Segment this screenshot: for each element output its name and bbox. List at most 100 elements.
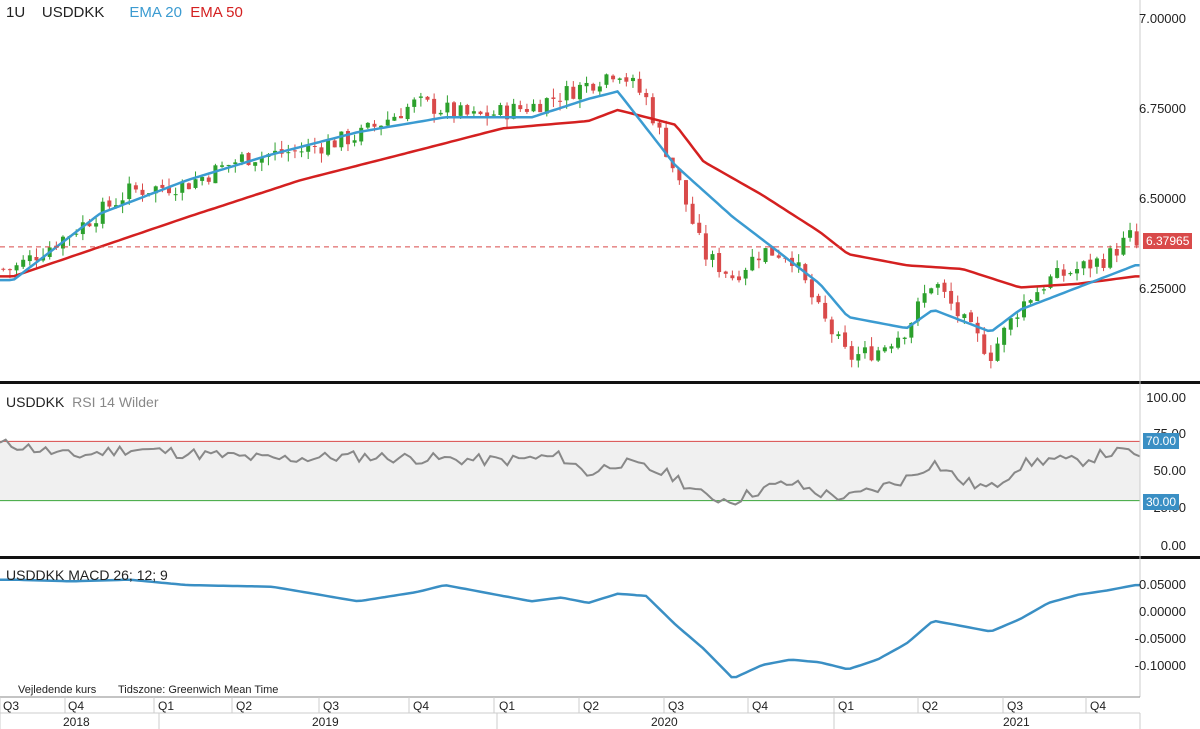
candle-down [624, 77, 629, 82]
candle-down [657, 122, 662, 128]
candle-down [524, 109, 529, 112]
macd-line [0, 578, 1140, 679]
candle-down [246, 152, 251, 166]
quarter-label: Q2 [583, 699, 600, 713]
rsi-tick-0: 0.00 [1160, 538, 1186, 553]
candle-up [306, 145, 311, 152]
candle-up [584, 82, 589, 87]
macd-tick-neg0.10: -0.10000 [1134, 658, 1186, 673]
price-panel-header: 1U USDDKK EMA 20 EMA 50 [6, 4, 243, 21]
price-tick-7.00: 7.00000 [1139, 11, 1186, 26]
candle-down [644, 92, 649, 98]
candle-down [1088, 259, 1093, 269]
rsi-tick-50: 50.00 [1153, 463, 1186, 478]
candle-up [909, 322, 914, 338]
candle-up [153, 186, 158, 194]
candle-up [577, 84, 582, 100]
candle-down [87, 223, 92, 227]
candle-up [862, 347, 867, 354]
candle-up [14, 265, 19, 271]
candle-up [1055, 268, 1060, 278]
candle-down [558, 100, 563, 102]
candle-up [127, 183, 132, 200]
candle-up [564, 86, 569, 101]
candle-down [332, 140, 337, 148]
quarter-label: Q4 [1090, 699, 1107, 713]
candle-up [213, 165, 218, 184]
candle-down [465, 105, 470, 115]
candle-up [1002, 327, 1007, 345]
candle-down [849, 346, 854, 360]
candle-up [458, 105, 463, 116]
candle-down [133, 185, 138, 190]
candle-up [796, 262, 801, 267]
candle-up [200, 176, 205, 181]
candle-up [922, 293, 927, 303]
candle-up [1048, 276, 1053, 288]
candle-up [21, 259, 26, 267]
candle-down [988, 352, 993, 361]
candle-down [140, 189, 145, 195]
rsi-line [0, 438, 1141, 506]
current-price-badge: 6.37965 [1143, 233, 1193, 249]
candle-up [385, 119, 390, 126]
price-tick-6.50: 6.50000 [1139, 191, 1186, 206]
candle-down [1061, 269, 1066, 276]
candle-up [180, 181, 185, 193]
candle-up [544, 98, 549, 114]
quarter-label: Q2 [922, 699, 939, 713]
candle-up [74, 233, 79, 235]
candle-up [326, 140, 331, 155]
candle-down [398, 116, 403, 119]
candle-up [438, 112, 443, 115]
candle-down [949, 290, 954, 304]
candle-up [604, 74, 609, 85]
candle-down [551, 97, 556, 99]
rsi-tick-100: 100.00 [1146, 390, 1186, 405]
candle-up [193, 179, 198, 188]
candle-down [292, 150, 297, 152]
footer-note: Vejledende kurs [18, 684, 97, 696]
year-label: 2019 [312, 715, 339, 729]
price-panel [0, 71, 1140, 369]
candle-up [94, 223, 99, 227]
candle-up [27, 255, 32, 262]
candle-up [1121, 237, 1126, 255]
candle-up [412, 99, 417, 107]
candle-up [1075, 269, 1080, 274]
candle-down [723, 271, 728, 274]
ema20-legend: EMA 20 [129, 4, 182, 21]
candle-up [511, 103, 516, 119]
candle-up [286, 152, 291, 154]
candle-up [1068, 273, 1073, 275]
candle-down [843, 332, 848, 347]
candle-up [1041, 289, 1046, 291]
candle-down [690, 203, 695, 224]
candle-up [498, 105, 503, 116]
quarter-label: Q4 [68, 699, 85, 713]
candle-down [167, 186, 172, 194]
candle-up [617, 78, 622, 80]
rsi-panel [0, 438, 1141, 506]
quarter-label: Q1 [499, 699, 516, 713]
candle-up [359, 127, 364, 142]
candle-up [445, 102, 450, 113]
candle-down [345, 130, 350, 145]
candle-down [1114, 248, 1119, 256]
candle-down [816, 295, 821, 303]
candle-up [962, 314, 967, 319]
candle-up [876, 350, 881, 361]
candle-up [531, 103, 536, 112]
candle-down [611, 75, 616, 80]
candle-up [365, 122, 370, 128]
candle-up [173, 194, 178, 196]
candle-down [186, 183, 191, 190]
candle-down [571, 86, 576, 99]
price-tick-6.25: 6.25000 [1139, 281, 1186, 296]
candle-down [982, 334, 987, 354]
candle-up [915, 301, 920, 322]
candle-up [418, 96, 423, 98]
quarter-label: Q1 [838, 699, 855, 713]
